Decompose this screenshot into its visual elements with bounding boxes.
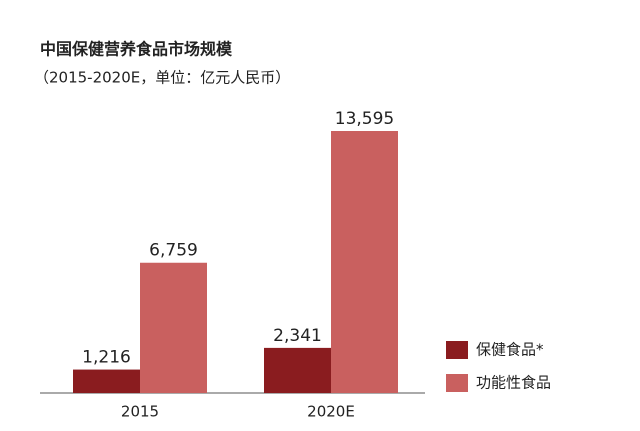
value-label: 13,595	[335, 109, 394, 129]
bar	[331, 131, 398, 393]
x-tick-label: 2020E	[307, 403, 355, 421]
chart-subtitle: （2015-2020E，单位：亿元人民币）	[34, 69, 290, 87]
legend-label: 保健食品*	[476, 341, 544, 359]
legend-label: 功能性食品	[476, 374, 551, 392]
bar	[140, 262, 207, 393]
legend-swatch	[446, 374, 468, 392]
legend-swatch	[446, 341, 468, 359]
chart-title: 中国保健营养食品市场规模	[40, 40, 233, 59]
bar	[264, 347, 331, 393]
value-label: 2,341	[273, 326, 322, 346]
bar	[73, 369, 140, 393]
value-label: 1,216	[82, 348, 131, 368]
x-tick-label: 2015	[121, 403, 159, 421]
value-label: 6,759	[149, 241, 198, 261]
